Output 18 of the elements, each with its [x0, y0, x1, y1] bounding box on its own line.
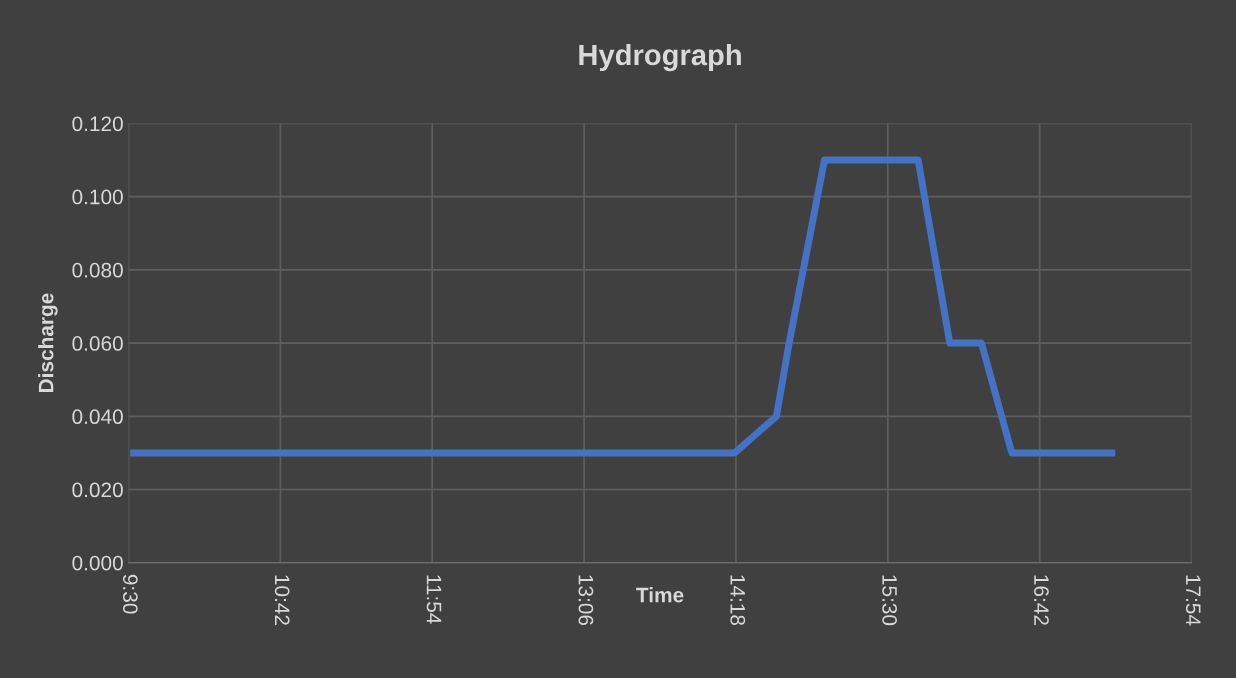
x-tick-label: 16:42 [1034, 575, 1049, 625]
y-tick-label: 0.120 [72, 116, 123, 132]
x-axis-title: Time [636, 587, 684, 603]
y-tick-label: 0.040 [72, 409, 123, 425]
x-tick-label: 17:54 [1185, 575, 1201, 626]
y-tick-label: 0.020 [72, 482, 123, 498]
x-tick-label: 14:18 [730, 575, 746, 626]
y-tick-label: 0.000 [72, 555, 123, 571]
x-tick-label: 9:30 [122, 574, 138, 614]
x-tick-label: 13:06 [578, 575, 594, 626]
y-axis-title: Discharge [38, 293, 58, 393]
y-tick-label: 0.060 [72, 336, 123, 351]
y-tick-label: 0.080 [72, 262, 123, 278]
y-tick-label: 0.100 [72, 189, 123, 205]
x-tick-label: 11:54 [426, 575, 442, 624]
x-tick-label: 10:42 [274, 575, 290, 625]
chart-title: Hydrograph [579, 43, 741, 72]
x-tick-label: 15:30 [882, 575, 897, 626]
